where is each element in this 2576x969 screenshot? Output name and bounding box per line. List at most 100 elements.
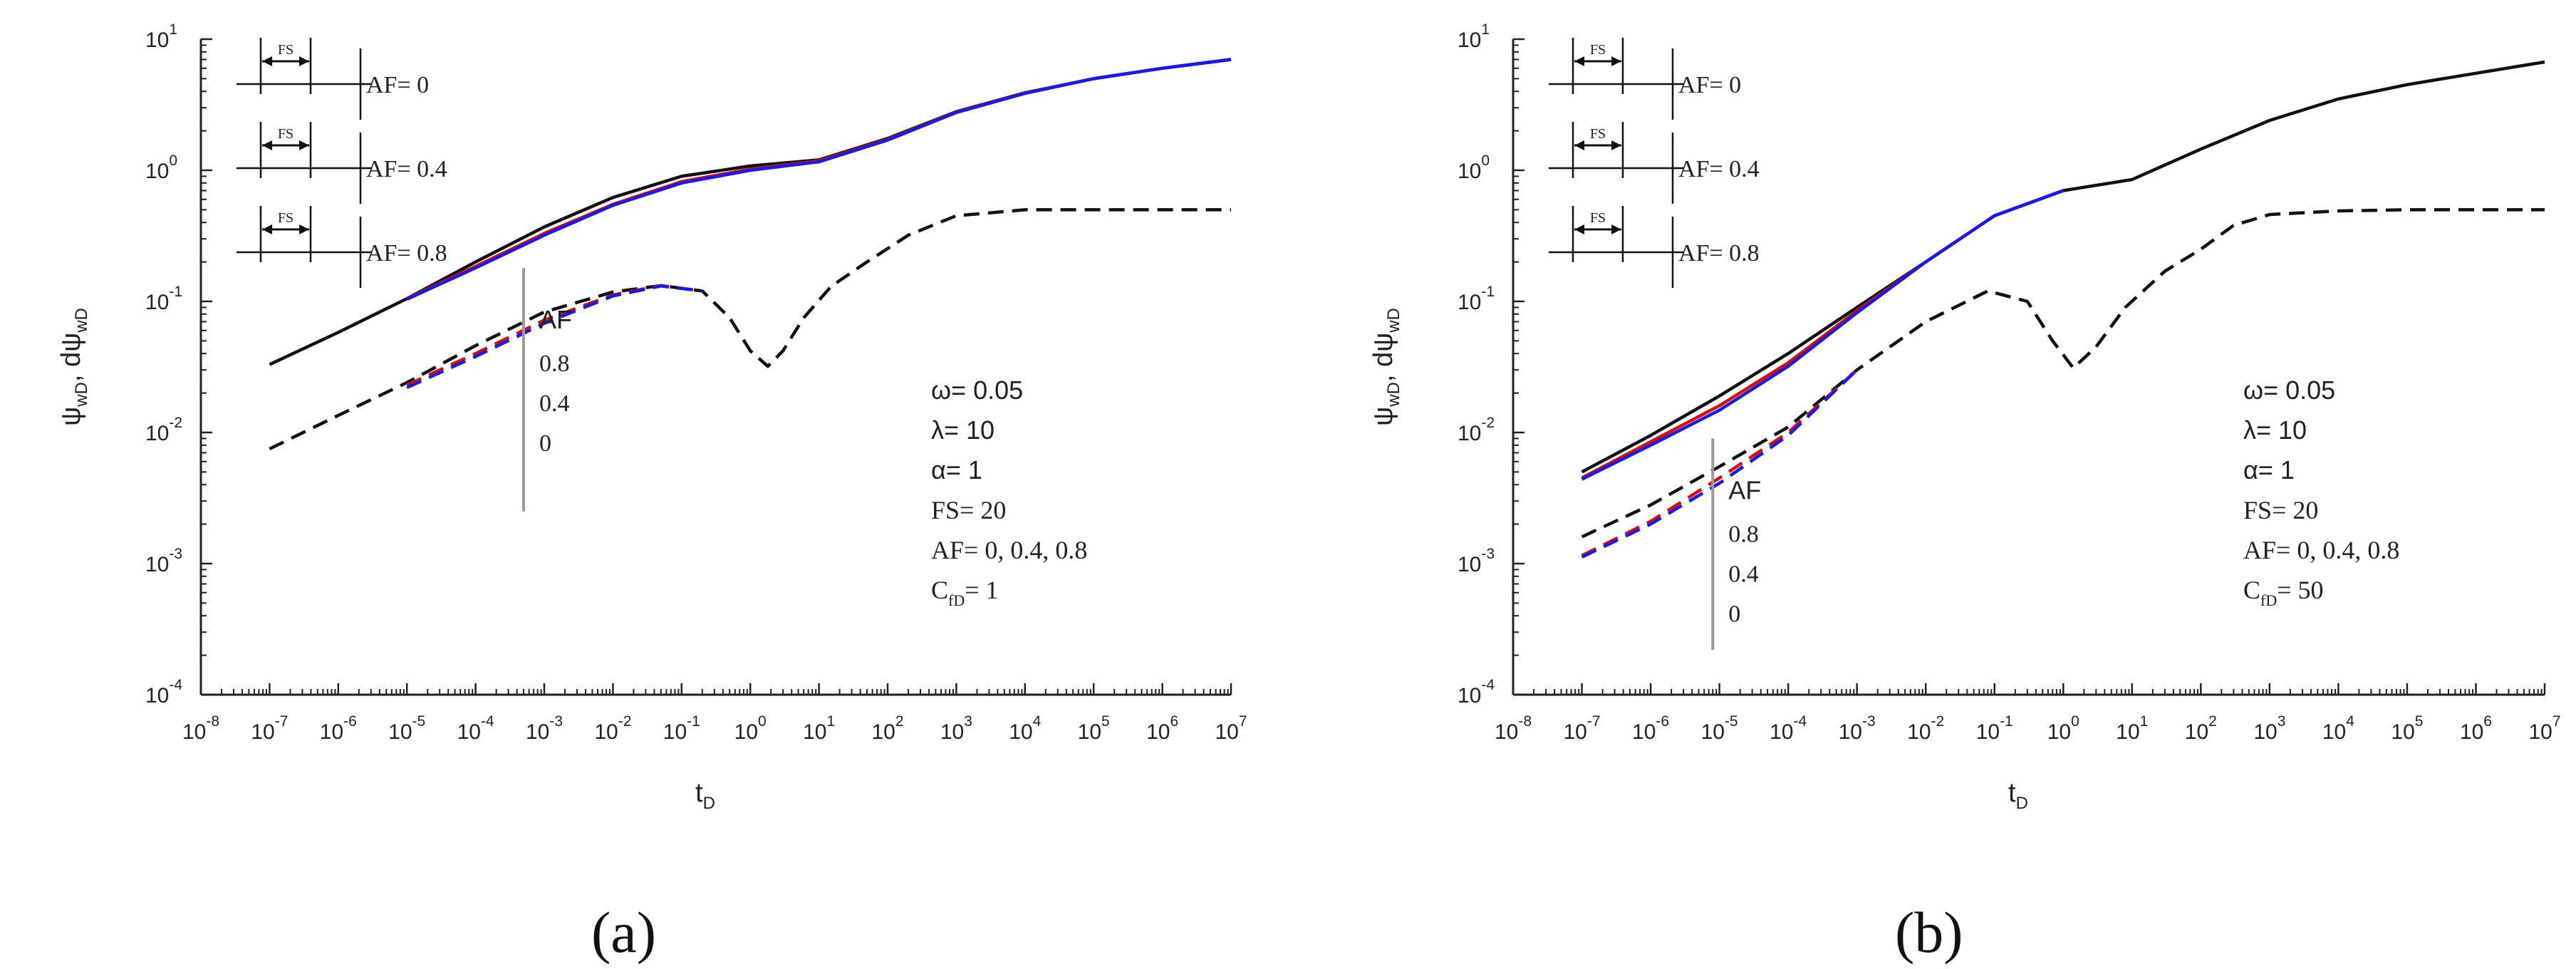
af-annotation-value: 0: [539, 430, 551, 457]
legend-af-label: AF= 0.8: [1678, 240, 1760, 266]
x-tick-base: 10: [2391, 720, 2414, 744]
af-annotation: AF 0.8 0.4 0: [1711, 438, 1761, 650]
x-tick-exp: -3: [549, 713, 563, 730]
parameter-line: ω= 0.05: [931, 375, 1023, 405]
y-tick-exp: -4: [169, 677, 182, 693]
x-tick-exp: 1: [2140, 713, 2149, 730]
x-tick-label: 10-4: [457, 713, 494, 744]
y-tick-base: 10: [1458, 28, 1481, 52]
x-tick-base: 10: [388, 720, 412, 744]
y-axis-title-b-sub: wD: [72, 308, 91, 333]
y-tick-base: 10: [1458, 160, 1481, 183]
panel-label-a: (a): [591, 900, 657, 965]
af-annotation: AF 0.8 0.4 0: [521, 268, 572, 512]
x-tick-base: 10: [1009, 720, 1032, 744]
af-annotation-value: 0.4: [539, 390, 570, 417]
y-tick-exp: -2: [169, 415, 182, 431]
y-tick-base: 10: [145, 160, 169, 183]
y-tick-label: 10-1: [145, 284, 182, 314]
x-tick-base: 10: [2460, 720, 2483, 744]
y-tick-base: 10: [145, 684, 169, 708]
x-tick-base: 10: [2185, 720, 2208, 744]
y-tick-exp: 0: [169, 152, 177, 169]
legend-af-label: AF= 0: [1678, 72, 1741, 98]
x-tick-base: 10: [2528, 720, 2552, 744]
legend-fs-label: FS: [1590, 126, 1606, 142]
y-tick-exp: -2: [1481, 415, 1495, 431]
y-tick-exp: 1: [169, 21, 177, 38]
x-tick-base: 10: [2116, 720, 2139, 744]
parameter-box: ω= 0.05 λ= 10 α= 1 FS= 20 AF= 0, 0.4, 0.8 CfD…: [931, 375, 1087, 609]
x-tick-label: 107: [2528, 713, 2560, 744]
x-axis-title-main: t: [2008, 778, 2016, 808]
x-tick-label: 100: [734, 713, 767, 744]
x-tick-exp: -4: [1793, 713, 1807, 730]
legend-fs-label: FS: [278, 210, 294, 226]
chart-panel-0: 10-8 10-7 10-6 10-5 10-4 10-3 10-2 10-1 100 101 10…: [56, 21, 1247, 813]
x-tick-base: 10: [1078, 720, 1101, 744]
x-tick-exp: -6: [343, 713, 357, 730]
x-tick-exp: 0: [758, 713, 767, 730]
derivative-curve-af08: [1581, 368, 1859, 559]
af-annotation-value: 0.4: [1728, 561, 1759, 587]
x-tick-base: 10: [663, 720, 687, 744]
pressure-curve-af0: [269, 58, 1232, 366]
x-tick-exp: 6: [2483, 713, 2492, 730]
x-tick-label: 10-5: [388, 713, 425, 744]
x-tick-label: 102: [871, 713, 903, 744]
x-tick-label: 10-6: [1632, 713, 1669, 744]
x-tick-label: 104: [1009, 713, 1041, 744]
y-tick-label: 10-4: [1458, 677, 1495, 708]
chart-panel-1: 10-8 10-7 10-6 10-5 10-4 10-3 10-2 10-1 100 101 10…: [1368, 21, 2561, 813]
derivative-curve-af0: [1581, 208, 2545, 539]
x-tick-exp: 7: [2552, 713, 2561, 730]
x-tick-base: 10: [734, 720, 758, 744]
parameter-cfd-sub: fD: [2260, 591, 2277, 609]
pressure-curve-af08: [1581, 189, 2065, 481]
parameter-line: FS= 20: [931, 496, 1006, 524]
x-tick-label: 10-3: [526, 713, 563, 744]
legend-arrowhead-right-icon: [1611, 224, 1621, 234]
x-tick-base: 10: [182, 720, 206, 744]
y-axis-title: ψwD, dψwD: [1368, 308, 1403, 426]
y-tick-exp: 0: [1481, 152, 1490, 169]
y-axis-title-a-sub: wD: [1384, 382, 1403, 408]
x-tick-exp: -2: [1931, 713, 1945, 730]
x-tick-label: 10-2: [1907, 713, 1944, 744]
x-tick-label: 107: [1215, 713, 1247, 744]
x-tick-base: 10: [526, 720, 549, 744]
y-tick-base: 10: [1458, 291, 1481, 314]
legend-af-label: AF= 0: [366, 72, 429, 98]
af-annotation-title: AF: [539, 305, 572, 334]
parameter-line: AF= 0, 0.4, 0.8: [931, 536, 1087, 564]
legend-arrowhead-right-icon: [299, 56, 309, 66]
x-axis-title-sub: D: [703, 794, 715, 813]
legend-arrowhead-left-icon: [262, 56, 272, 66]
y-axis-title-a-sub: wD: [72, 382, 91, 408]
parameter-cfd: CfD= 1: [931, 576, 999, 609]
y-tick-base: 10: [145, 422, 169, 445]
parameter-cfd: CfD= 50: [2243, 576, 2324, 609]
legend-arrowhead-right-icon: [1611, 56, 1621, 66]
legend-fs-label: FS: [278, 42, 294, 58]
legend: FS AF= 0 FS AF= 0.4 FS AF= 0.8: [1549, 38, 1760, 288]
y-tick-exp: -3: [169, 546, 182, 562]
x-tick-base: 10: [2322, 720, 2346, 744]
x-axis-title: tD: [695, 778, 715, 813]
pressure-curve-af0: [1581, 60, 2545, 474]
x-tick-label: 10-2: [594, 713, 631, 744]
x-axis-title-main: t: [695, 778, 703, 808]
x-tick-exp: 2: [895, 713, 904, 730]
series-group: [1581, 60, 2545, 559]
af-annotation-value: 0: [1728, 601, 1740, 627]
y-tick-label: 10-4: [145, 677, 182, 708]
x-tick-exp: 6: [1170, 713, 1178, 730]
x-tick-label: 106: [2460, 713, 2492, 744]
legend-af-label: AF= 0.4: [1678, 156, 1760, 182]
x-tick-base: 10: [1770, 720, 1793, 744]
y-tick-exp: -4: [1481, 677, 1495, 693]
pressure-curve-af08: [406, 58, 1232, 301]
x-tick-exp: 4: [2346, 713, 2354, 730]
y-tick-base: 10: [145, 553, 169, 576]
